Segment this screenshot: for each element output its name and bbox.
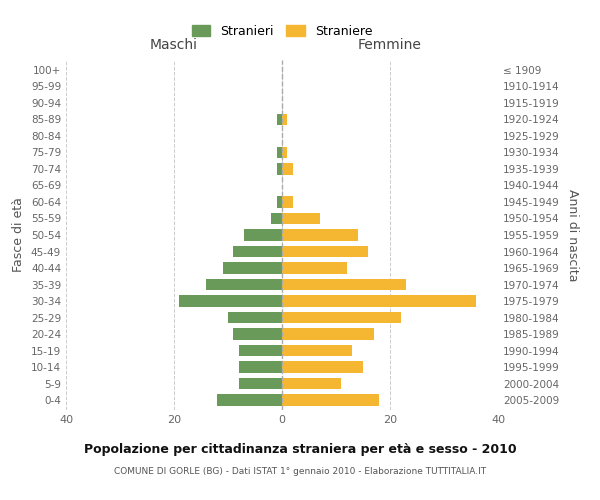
Bar	[282, 312, 401, 324]
Text: Popolazione per cittadinanza straniera per età e sesso - 2010: Popolazione per cittadinanza straniera p…	[83, 442, 517, 456]
Bar	[233, 246, 282, 258]
Bar	[228, 312, 282, 324]
Bar	[282, 163, 293, 174]
Bar	[277, 114, 282, 125]
Bar	[233, 328, 282, 340]
Text: COMUNE DI GORLE (BG) - Dati ISTAT 1° gennaio 2010 - Elaborazione TUTTITALIA.IT: COMUNE DI GORLE (BG) - Dati ISTAT 1° gen…	[114, 468, 486, 476]
Bar	[223, 262, 282, 274]
Text: Femmine: Femmine	[358, 38, 422, 52]
Bar	[282, 394, 379, 406]
Bar	[277, 196, 282, 208]
Y-axis label: Fasce di età: Fasce di età	[13, 198, 25, 272]
Bar	[206, 279, 282, 290]
Bar	[282, 362, 363, 373]
Bar	[179, 296, 282, 307]
Bar	[277, 146, 282, 158]
Bar	[239, 362, 282, 373]
Bar	[282, 229, 358, 241]
Bar	[239, 345, 282, 356]
Bar	[282, 378, 341, 390]
Bar	[282, 114, 287, 125]
Bar	[282, 196, 293, 208]
Bar	[282, 328, 374, 340]
Bar	[282, 296, 476, 307]
Bar	[282, 212, 320, 224]
Bar	[282, 262, 347, 274]
Bar	[282, 345, 352, 356]
Bar	[282, 146, 287, 158]
Bar	[239, 378, 282, 390]
Y-axis label: Anni di nascita: Anni di nascita	[566, 188, 579, 281]
Legend: Stranieri, Straniere: Stranieri, Straniere	[188, 21, 376, 42]
Bar	[282, 246, 368, 258]
Bar	[217, 394, 282, 406]
Text: Maschi: Maschi	[150, 38, 198, 52]
Bar	[244, 229, 282, 241]
Bar	[277, 163, 282, 174]
Bar	[282, 279, 406, 290]
Bar	[271, 212, 282, 224]
